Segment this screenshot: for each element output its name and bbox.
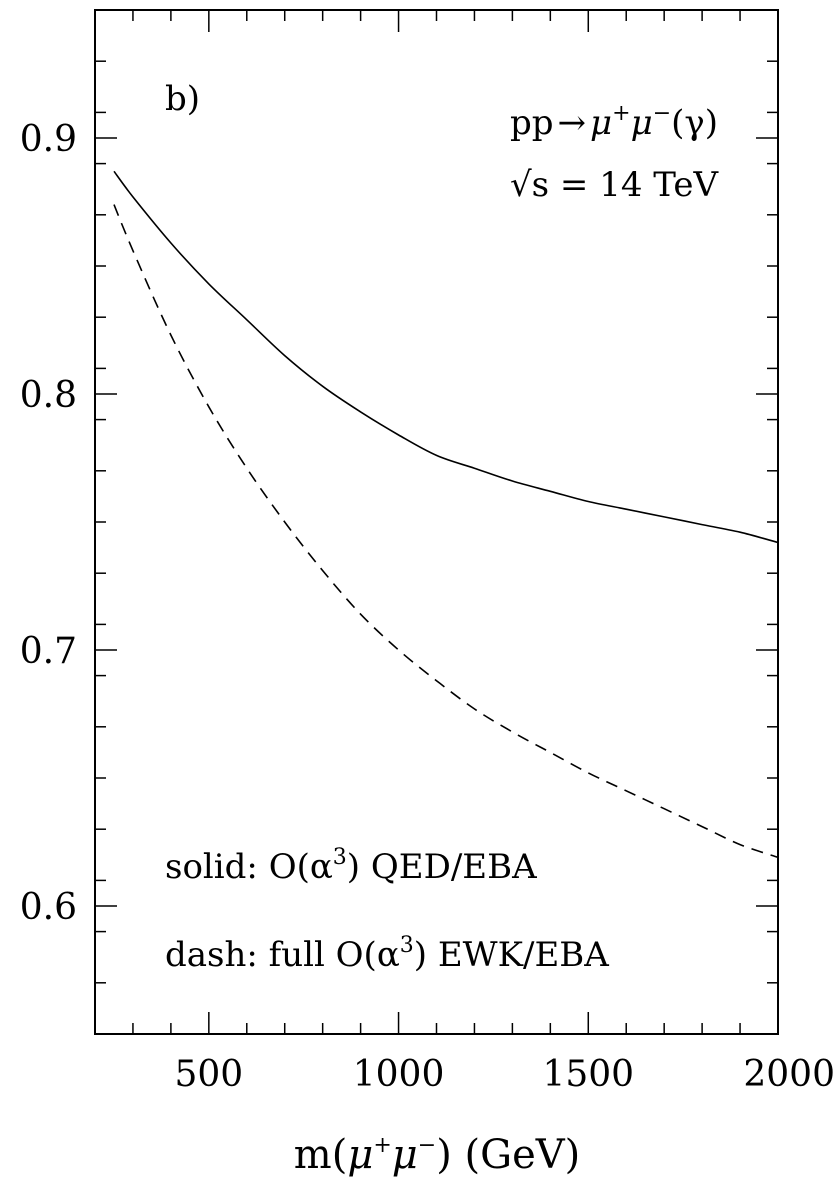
series-line-dashed — [113, 204, 779, 859]
axes: 500 1000 1500 2000 0.6 0.7 0.8 0.9 — [20, 9, 835, 1095]
process-label: pp → μ+μ−(γ) — [510, 101, 718, 143]
legend-dash: dash: full O(α3) EWK/EBA — [165, 933, 609, 975]
series-layer — [113, 170, 779, 859]
y-tick-label: 0.9 — [20, 119, 77, 160]
y-tick-label: 0.7 — [20, 631, 77, 672]
x-tick-label: 1500 — [542, 1054, 634, 1095]
series-line-solid — [113, 170, 779, 544]
x-axis-title: m(μ+μ−) (GeV) — [294, 1132, 580, 1178]
x-tick-label: 1000 — [353, 1054, 445, 1095]
x-tick-label: 2000 — [743, 1054, 835, 1095]
y-tick-label: 0.8 — [20, 375, 77, 416]
x-tick-label: 500 — [174, 1054, 243, 1095]
energy-label: √s = 14 TeV — [510, 165, 719, 205]
legend-solid: solid: O(α3) QED/EBA — [165, 845, 537, 887]
y-tick-label: 0.6 — [20, 887, 77, 928]
panel-label: b) — [165, 79, 200, 119]
